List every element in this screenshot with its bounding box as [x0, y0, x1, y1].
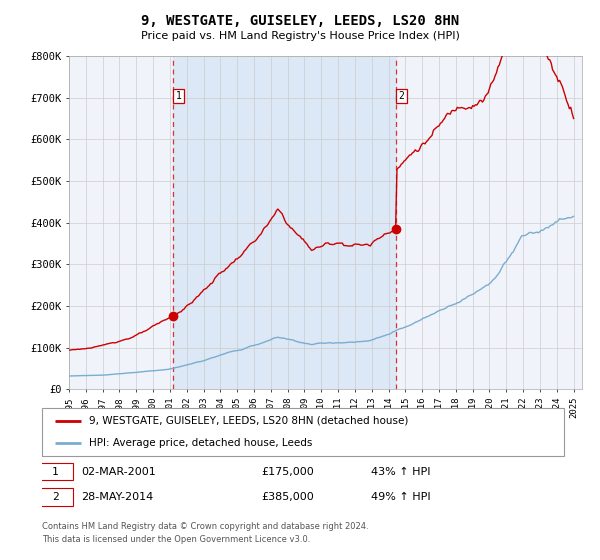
- Text: £175,000: £175,000: [261, 466, 314, 477]
- Text: Contains HM Land Registry data © Crown copyright and database right 2024.
This d: Contains HM Land Registry data © Crown c…: [42, 522, 368, 544]
- Text: 49% ↑ HPI: 49% ↑ HPI: [371, 492, 430, 502]
- Text: HPI: Average price, detached house, Leeds: HPI: Average price, detached house, Leed…: [89, 438, 313, 448]
- FancyBboxPatch shape: [37, 488, 73, 506]
- Text: Price paid vs. HM Land Registry's House Price Index (HPI): Price paid vs. HM Land Registry's House …: [140, 31, 460, 41]
- Text: 28-MAY-2014: 28-MAY-2014: [81, 492, 154, 502]
- Text: 9, WESTGATE, GUISELEY, LEEDS, LS20 8HN: 9, WESTGATE, GUISELEY, LEEDS, LS20 8HN: [141, 14, 459, 28]
- Text: 43% ↑ HPI: 43% ↑ HPI: [371, 466, 430, 477]
- Text: 2: 2: [52, 492, 58, 502]
- Text: 1: 1: [176, 91, 182, 101]
- FancyBboxPatch shape: [42, 408, 564, 456]
- Text: 1: 1: [52, 466, 58, 477]
- Text: 02-MAR-2001: 02-MAR-2001: [81, 466, 156, 477]
- Bar: [173, 56, 395, 389]
- FancyBboxPatch shape: [37, 463, 73, 480]
- Text: 2: 2: [398, 91, 404, 101]
- Text: 9, WESTGATE, GUISELEY, LEEDS, LS20 8HN (detached house): 9, WESTGATE, GUISELEY, LEEDS, LS20 8HN (…: [89, 416, 409, 426]
- Text: £385,000: £385,000: [261, 492, 314, 502]
